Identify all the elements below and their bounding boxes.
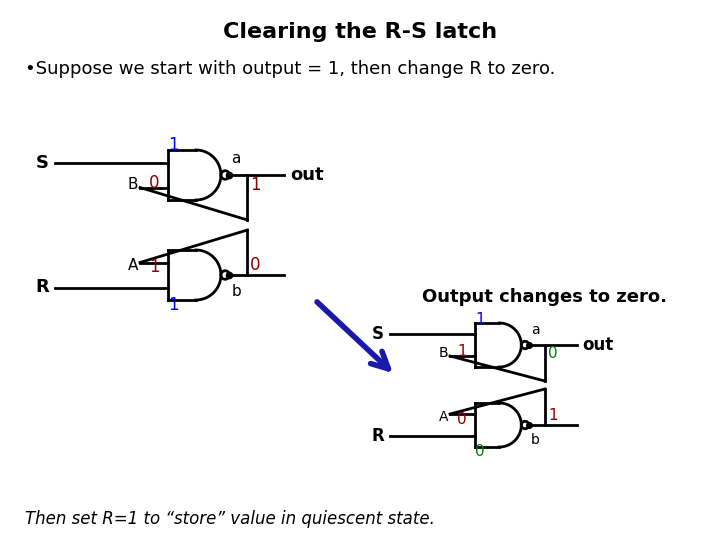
Text: b: b bbox=[531, 433, 540, 447]
Text: 1: 1 bbox=[168, 296, 179, 314]
Text: 1: 1 bbox=[149, 259, 159, 276]
Text: R: R bbox=[35, 279, 49, 296]
Text: S: S bbox=[36, 153, 49, 172]
Text: b: b bbox=[231, 284, 241, 299]
Text: 1: 1 bbox=[457, 343, 467, 359]
Text: 1: 1 bbox=[250, 176, 261, 194]
Text: A: A bbox=[438, 410, 448, 424]
Text: 1: 1 bbox=[475, 312, 485, 327]
Text: 1: 1 bbox=[548, 408, 557, 423]
Text: R: R bbox=[372, 427, 384, 445]
Text: B: B bbox=[438, 346, 448, 360]
Text: 1: 1 bbox=[168, 136, 179, 154]
Text: 0: 0 bbox=[250, 256, 261, 274]
Text: out: out bbox=[290, 166, 324, 184]
Text: 0: 0 bbox=[548, 347, 557, 361]
Text: Clearing the R-S latch: Clearing the R-S latch bbox=[223, 22, 497, 42]
Text: Then set R=1 to “store” value in quiescent state.: Then set R=1 to “store” value in quiesce… bbox=[25, 510, 435, 528]
Text: a: a bbox=[531, 323, 539, 337]
Text: A: A bbox=[127, 258, 138, 273]
Text: a: a bbox=[231, 151, 240, 166]
Text: 0: 0 bbox=[149, 173, 159, 192]
Text: 0: 0 bbox=[475, 443, 485, 458]
Text: Output changes to zero.: Output changes to zero. bbox=[423, 288, 667, 306]
Text: S: S bbox=[372, 325, 384, 343]
Text: •Suppose we start with output = 1, then change R to zero.: •Suppose we start with output = 1, then … bbox=[25, 60, 555, 78]
Text: out: out bbox=[582, 336, 613, 354]
Text: B: B bbox=[127, 177, 138, 192]
Text: 0: 0 bbox=[457, 411, 467, 427]
